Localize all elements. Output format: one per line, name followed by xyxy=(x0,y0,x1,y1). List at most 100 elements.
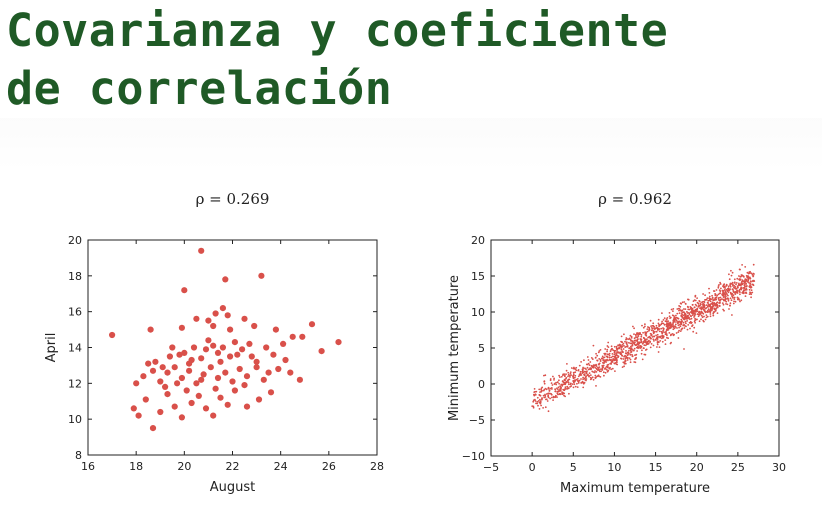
data-point xyxy=(633,339,636,342)
data-point xyxy=(753,273,755,275)
data-point xyxy=(653,327,656,330)
data-point xyxy=(289,333,296,340)
data-point xyxy=(646,338,648,341)
data-point xyxy=(622,342,625,345)
data-point xyxy=(633,347,636,350)
data-point xyxy=(536,396,539,399)
data-point xyxy=(572,371,575,374)
data-point xyxy=(743,284,746,287)
data-point xyxy=(684,308,687,310)
data-point xyxy=(694,319,697,322)
data-point xyxy=(668,315,671,318)
data-point xyxy=(614,357,617,360)
data-point xyxy=(740,299,743,302)
data-point xyxy=(711,296,714,299)
data-point xyxy=(704,318,707,321)
data-point xyxy=(644,325,646,328)
data-point xyxy=(613,355,616,358)
data-point xyxy=(746,285,748,287)
data-point xyxy=(219,344,226,351)
data-point xyxy=(231,339,238,346)
data-point xyxy=(610,348,613,351)
data-point xyxy=(602,371,605,374)
x-tick-label: 16 xyxy=(81,460,95,473)
data-point xyxy=(641,358,644,361)
data-point xyxy=(725,288,728,291)
data-point xyxy=(198,376,205,383)
data-point xyxy=(668,324,670,327)
data-point xyxy=(616,350,618,352)
data-point xyxy=(687,324,690,326)
data-point xyxy=(675,332,678,334)
data-point xyxy=(604,371,607,374)
data-point xyxy=(633,333,635,335)
data-point xyxy=(725,303,727,305)
data-point xyxy=(677,317,680,320)
data-point xyxy=(629,353,632,356)
data-point xyxy=(624,359,627,362)
data-point xyxy=(748,286,751,288)
data-point xyxy=(609,366,611,369)
data-point xyxy=(648,328,651,331)
data-point xyxy=(594,367,597,369)
data-point xyxy=(581,369,584,371)
data-point xyxy=(707,303,710,305)
data-point xyxy=(612,358,614,360)
data-point xyxy=(686,328,689,331)
data-point xyxy=(745,278,748,281)
data-point xyxy=(713,311,715,313)
data-point xyxy=(681,301,684,304)
data-point xyxy=(545,398,548,401)
data-point xyxy=(725,283,728,286)
data-point xyxy=(640,334,643,336)
data-point xyxy=(152,358,159,365)
data-point xyxy=(621,366,624,368)
data-point xyxy=(587,359,590,361)
data-point xyxy=(592,366,595,369)
data-point xyxy=(709,297,711,300)
data-point xyxy=(672,308,675,310)
data-point xyxy=(563,392,566,395)
data-point xyxy=(565,381,568,384)
data-point xyxy=(574,368,577,370)
data-point xyxy=(210,322,217,330)
data-point xyxy=(614,370,616,372)
data-point xyxy=(733,300,735,303)
data-point xyxy=(615,345,618,348)
data-point xyxy=(673,333,675,336)
data-point xyxy=(651,327,654,330)
data-point xyxy=(723,286,725,288)
data-point xyxy=(712,299,715,302)
x-tick-label: 26 xyxy=(322,460,336,473)
data-point xyxy=(610,368,613,371)
data-point xyxy=(275,365,282,373)
data-point xyxy=(574,376,576,379)
data-point xyxy=(727,299,730,302)
data-point xyxy=(227,326,234,333)
data-point xyxy=(649,319,652,322)
data-point xyxy=(625,352,628,355)
data-point xyxy=(186,367,193,374)
data-point xyxy=(683,308,685,310)
data-point xyxy=(563,379,566,382)
data-point xyxy=(635,346,638,349)
data-point xyxy=(672,310,674,312)
data-point xyxy=(675,319,678,321)
y-tick-label: 18 xyxy=(68,270,82,283)
data-point xyxy=(586,366,589,369)
data-point xyxy=(603,360,606,363)
data-point xyxy=(686,305,689,308)
data-point xyxy=(624,357,627,360)
data-point xyxy=(570,374,572,376)
data-point xyxy=(733,298,736,300)
data-point xyxy=(667,320,670,322)
data-point xyxy=(716,304,718,307)
data-point xyxy=(743,280,746,282)
data-point xyxy=(683,348,685,350)
data-point xyxy=(633,342,635,344)
data-point xyxy=(555,381,557,384)
data-point xyxy=(162,383,169,390)
y-tick-label: 10 xyxy=(471,306,485,319)
y-tick-label: 15 xyxy=(471,270,485,283)
data-point xyxy=(627,357,629,359)
